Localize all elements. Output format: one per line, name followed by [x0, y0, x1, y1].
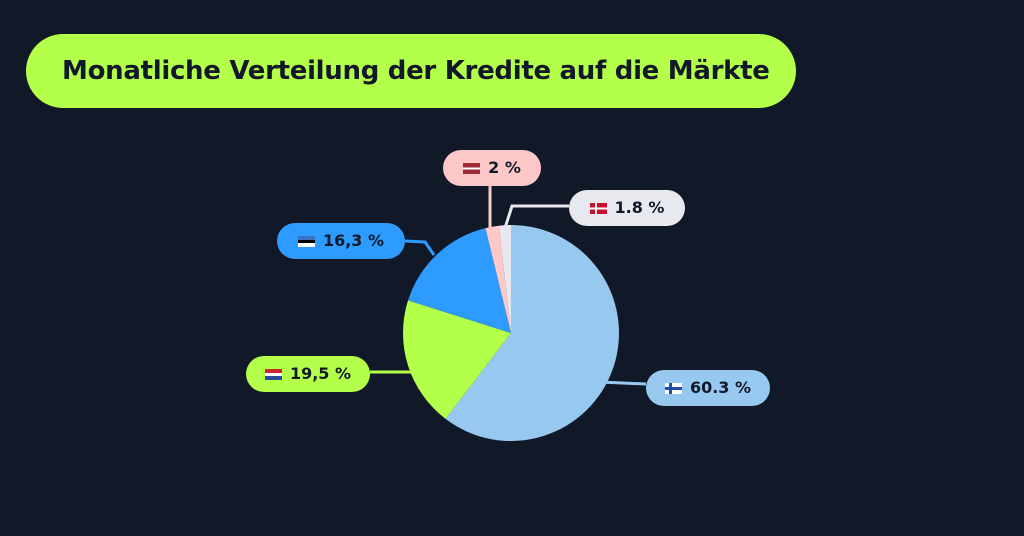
pie-slice: [445, 225, 619, 441]
slice-value: 1.8 %: [614, 198, 665, 217]
slice-label: 2 %: [443, 150, 541, 186]
slice-value: 19,5 %: [289, 364, 352, 383]
leader-line: [503, 204, 569, 229]
pie-slice: [408, 228, 511, 333]
slice-value: 16,3 %: [322, 231, 385, 250]
slice-label: 1.8 %: [569, 190, 685, 226]
slice-value: 2 %: [488, 158, 521, 177]
pie-slice: [498, 225, 511, 333]
finland-flag-icon: [664, 382, 682, 394]
latvia-flag-icon: [463, 162, 481, 174]
slice-label: 19,5 %: [246, 356, 370, 392]
leader-line: [404, 239, 436, 256]
slice-label: 60.3 %: [646, 370, 770, 406]
leader-line: [583, 368, 647, 386]
pie-slice: [403, 300, 511, 419]
denmark-flag-icon: [589, 202, 607, 214]
slice-label: 16,3 %: [277, 223, 405, 259]
pie-slice: [485, 225, 511, 333]
slice-value: 60.3 %: [689, 378, 752, 397]
chart-title: Monatliche Verteilung der Kredite auf di…: [26, 34, 796, 108]
leader-line: [370, 358, 438, 374]
netherlands-flag-icon: [264, 368, 282, 380]
estonia-flag-icon: [297, 235, 315, 247]
